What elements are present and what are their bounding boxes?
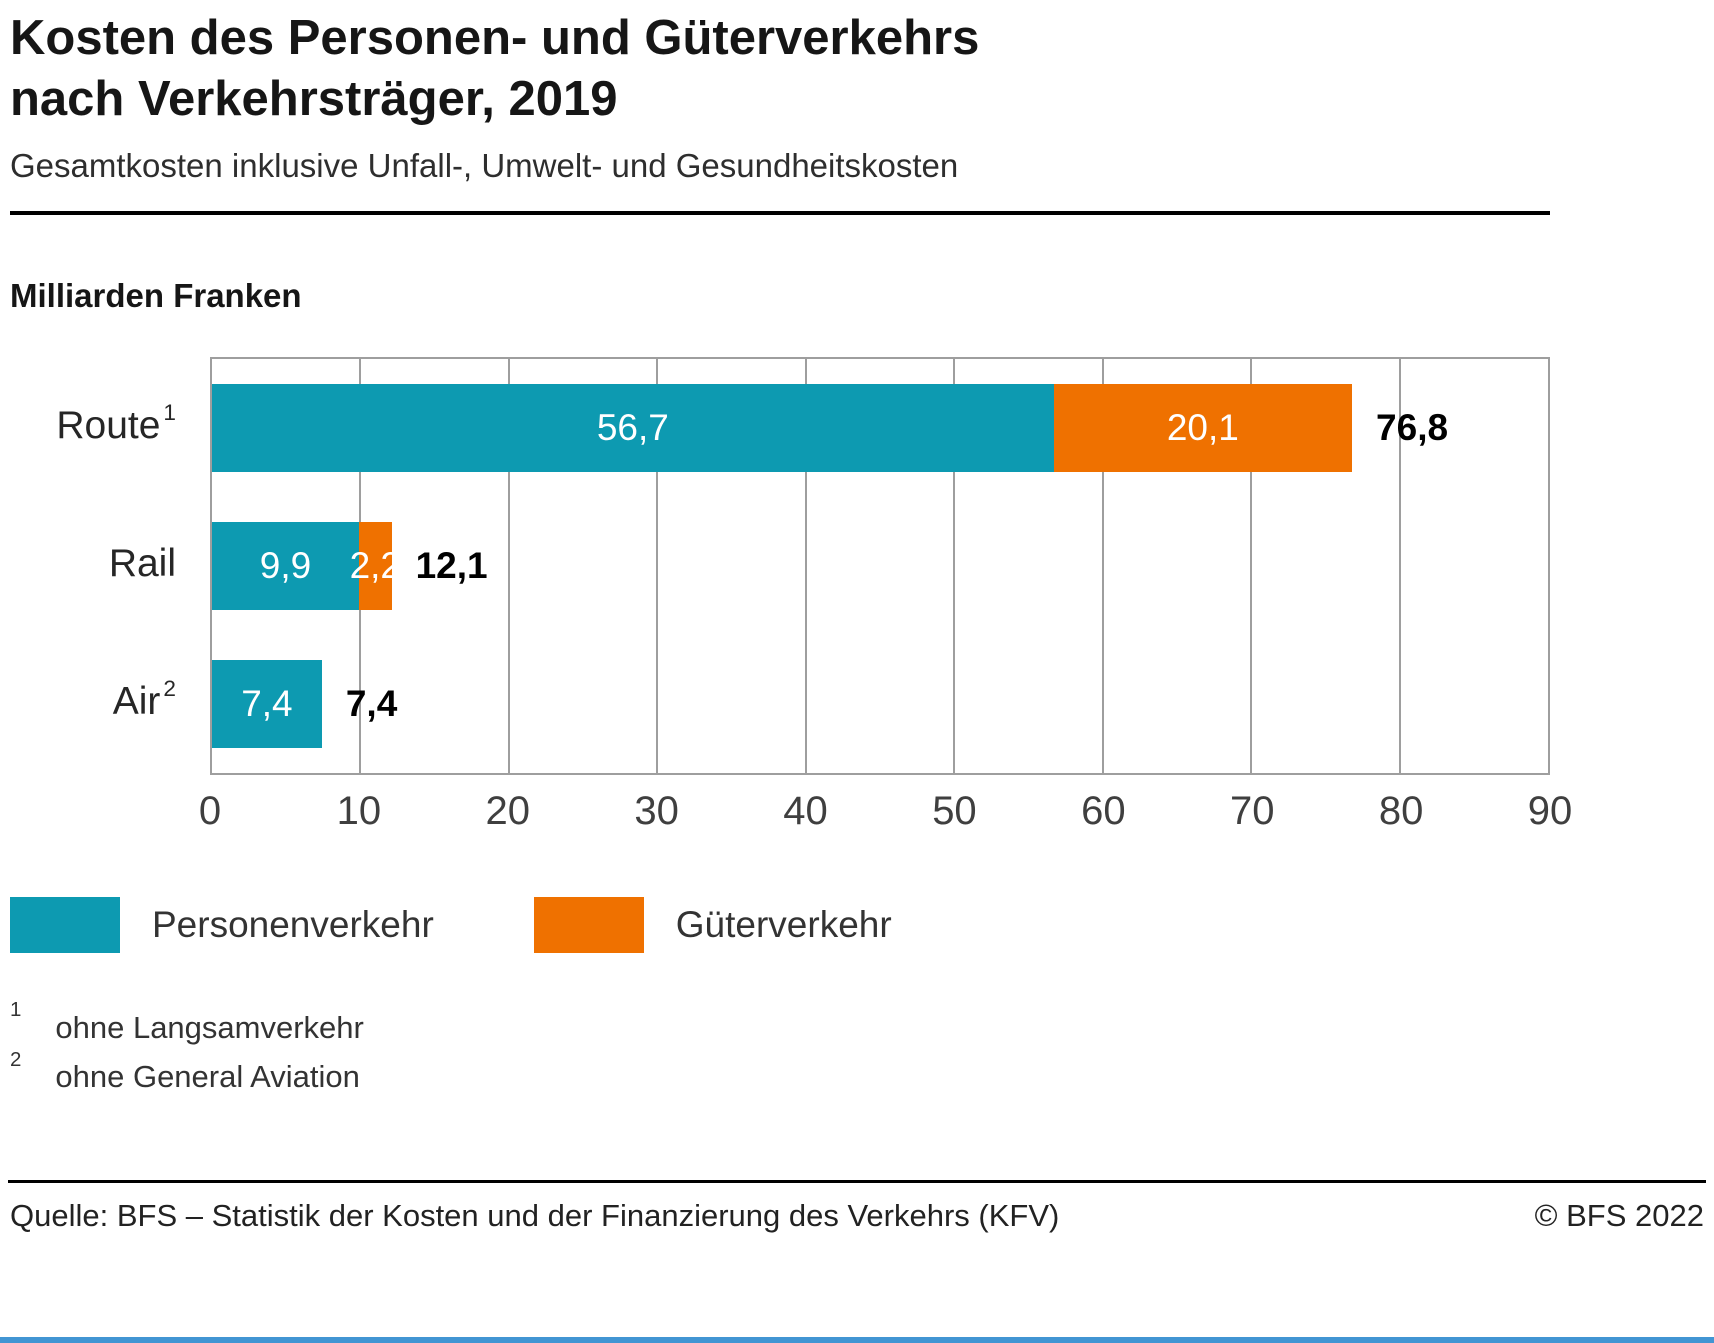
footnote-marker: 1 (163, 400, 176, 426)
legend-swatch (10, 896, 120, 953)
bar-total-label: 76,8 (1376, 406, 1449, 448)
footnote: 1 ohne Langsamverkehr (10, 998, 1550, 1046)
legend-item: Güterverkehr (533, 896, 892, 953)
x-tick-label: 50 (932, 788, 977, 833)
page-title: Kosten des Personen- und Güterverkehrs n… (10, 8, 1550, 131)
footnote: 2 ohne General Aviation (10, 1048, 1550, 1095)
gridline (953, 358, 956, 773)
bar-total-label: 12,1 (415, 544, 488, 586)
header-divider (10, 210, 1550, 215)
x-tick-label: 20 (485, 788, 531, 833)
category-label: Rail (108, 541, 176, 585)
x-tick-label: 70 (1229, 788, 1275, 833)
axis-unit-label: Milliarden Franken (10, 276, 302, 314)
bar-segment-personenverkehr: 56,7 (212, 383, 1054, 472)
legend-item: Personenverkehr (10, 896, 434, 953)
header: Kosten des Personen- und Güterverkehrs n… (10, 8, 1550, 215)
bar-segment-gueterverkehr: 2,2 (350, 521, 401, 610)
category-label: Route 1 (56, 400, 176, 447)
footnote-text: ohne General Aviation (55, 1059, 360, 1095)
footer-divider (8, 1180, 1706, 1183)
footnote-marker: 2 (163, 676, 176, 702)
legend-swatch (533, 896, 644, 953)
bar-row: 9,9 2,2 12,1 (212, 521, 1548, 610)
x-tick-label: 60 (1081, 788, 1126, 833)
bar-rows: 56,7 20,1 76,8 9,9 2,2 12,1 7,4 7,4 (212, 359, 1548, 748)
x-tick-label: 0 (198, 788, 222, 833)
bar-segment-personenverkehr: 7,4 (212, 659, 322, 748)
copyright-text: © BFS 2022 (1534, 1198, 1704, 1233)
page-title-line1: Kosten des Personen- und Güterverkehrs (10, 11, 980, 65)
plot-area: 56,7 20,1 76,8 9,9 2,2 12,1 7,4 7,4 (210, 356, 1550, 775)
legend-label: Personenverkehr (152, 903, 434, 945)
gridline (1398, 358, 1401, 773)
page-title-line2: nach Verkehrsträger, 2019 (10, 72, 618, 127)
x-tick-label: 40 (783, 788, 828, 833)
bar-value-label: 9,9 (259, 544, 312, 586)
y-labels: Route 1 Rail Air 2 (10, 357, 210, 775)
footnotes: 1 ohne Langsamverkehr 2 ohne General Aviati… (10, 998, 1550, 1096)
footnote-marker: 1 (10, 998, 22, 1022)
bottom-accent-bar (0, 1337, 1714, 1343)
bar-segment-personenverkehr: 9,9 (212, 521, 359, 610)
x-tick-label: 90 (1527, 788, 1573, 833)
x-tick-label: 10 (336, 788, 382, 833)
bar-value-label: 20,1 (1166, 406, 1239, 448)
legend-label: Güterverkehr (675, 903, 892, 945)
footer: Quelle: BFS – Statistik der Kosten und d… (10, 1198, 1704, 1234)
x-axis: 0 10 20 30 40 50 60 70 80 90 (199, 788, 1572, 841)
gridline (507, 358, 510, 773)
bar-chart: Route 1 Rail Air 2 56,7 20,1 76,8 9,9 2,2 12,1 7,4… (10, 356, 1550, 775)
legend: Personenverkehr Güterverkehr (10, 896, 1550, 953)
gridline (804, 358, 807, 773)
bar-row: 7,4 7,4 (212, 659, 1548, 748)
footnote-marker: 2 (10, 1047, 22, 1071)
page-subtitle: Gesamtkosten inklusive Unfall-, Umwelt- … (10, 146, 959, 184)
gridline (656, 358, 659, 773)
x-tick-label: 80 (1378, 788, 1424, 833)
bar-row: 56,7 20,1 76,8 (212, 383, 1548, 472)
x-tick-label: 30 (634, 788, 679, 833)
footnote-text: ohne Langsamverkehr (55, 1009, 364, 1045)
gridline (1250, 358, 1253, 773)
bar-value-label: 2,2 (349, 544, 401, 586)
category-label: Air 2 (112, 676, 176, 723)
bar-total-label: 7,4 (345, 682, 398, 724)
bar-segment-gueterverkehr: 20,1 (1053, 383, 1353, 472)
source-text: Quelle: BFS – Statistik der Kosten und d… (10, 1198, 1060, 1233)
bar-value-label: 7,4 (241, 682, 293, 724)
gridline (1101, 358, 1104, 773)
bar-value-label: 56,7 (596, 406, 669, 448)
